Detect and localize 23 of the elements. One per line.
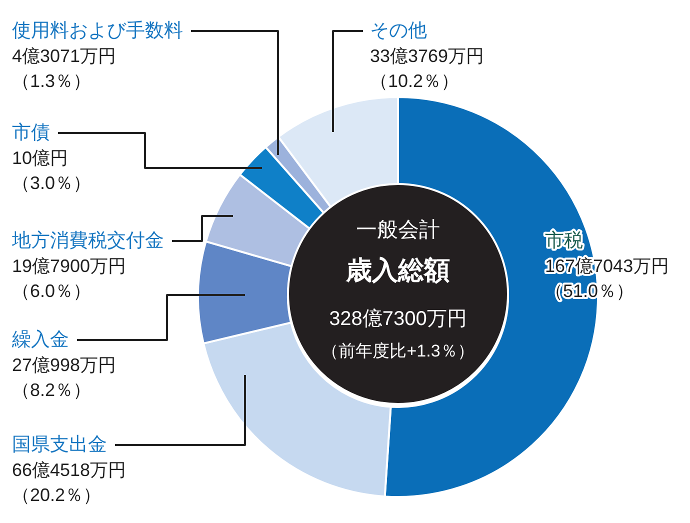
slice-label: その他 — [370, 20, 427, 42]
text: 66億4518万円 — [12, 460, 126, 480]
text: 4億3071万円 — [12, 46, 116, 66]
text: 33億3769万円 — [370, 46, 484, 66]
text: 一般会計 — [356, 218, 440, 242]
slice-label: 市債 — [12, 122, 50, 144]
text: （前年度比+1.3％） — [322, 342, 474, 360]
slice-label: 国県支出金 — [12, 434, 107, 456]
text: 328億7300万円 — [329, 308, 467, 330]
text: 歳入総額 — [345, 255, 450, 285]
slice-label: 繰入金 — [11, 330, 69, 350]
text: 10億円 — [12, 148, 68, 168]
slice-label: 市税 — [545, 230, 583, 252]
text: 19億7900万円 — [12, 256, 126, 276]
text: （6.0％） — [12, 281, 92, 301]
slice-label: 使用料および手数料 — [12, 20, 183, 42]
text: （1.3％） — [12, 71, 92, 91]
text: （3.0％） — [12, 173, 92, 193]
text: （8.2％） — [12, 380, 92, 400]
text: 27億998万円 — [12, 355, 116, 375]
slice-label: 地方消費税交付金 — [11, 230, 164, 252]
text: （20.2％） — [12, 485, 102, 505]
text: （10.2％） — [370, 71, 460, 91]
